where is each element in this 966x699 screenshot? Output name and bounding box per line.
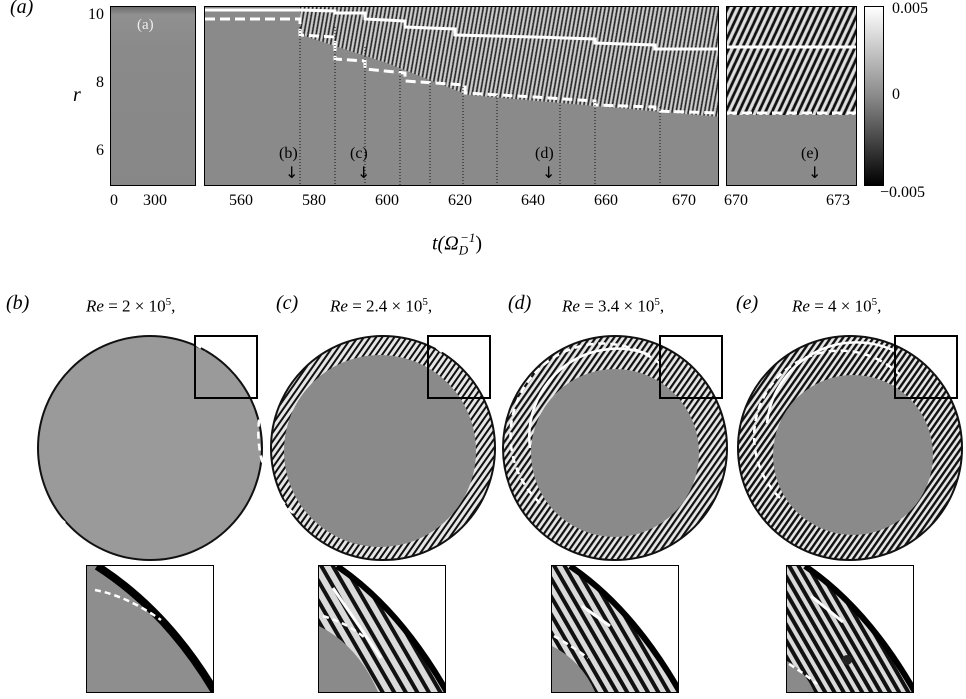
panel-b-inset: [86, 565, 214, 693]
x-tick-0: 0: [110, 192, 118, 209]
panel-c-re: Re = 2.4 × 105,: [330, 296, 433, 316]
marker-d-arrow: ↓: [542, 163, 556, 182]
panel-c-label: (c): [276, 292, 299, 314]
panel-a-right-plot: (e) ↓: [726, 6, 857, 186]
colorbar-tick-max: 0.005: [892, 0, 928, 17]
panel-d-inset: [551, 565, 679, 693]
marker-c-arrow: ↓: [357, 163, 371, 182]
x-tick-670a: 670: [672, 192, 696, 209]
panel-b-label: (b): [6, 292, 30, 314]
wave-region-right: [727, 7, 856, 115]
marker-b: (b): [279, 145, 298, 162]
marker-e-arrow: ↓: [808, 163, 822, 182]
x-tick-673: 673: [826, 192, 850, 209]
front-lines-right: [727, 45, 856, 115]
x-tick-300: 300: [143, 192, 167, 209]
x-tick-670b: 670: [724, 192, 748, 209]
inner-front-line: [205, 17, 718, 115]
panel-a-middle-plot: (b) ↓ (c) ↓ (d) ↓: [204, 6, 719, 186]
marker-e: (e): [801, 145, 819, 162]
marker-c: (c): [350, 145, 368, 162]
panel-e-disk: [737, 335, 963, 561]
y-tick-8: 8: [96, 74, 104, 91]
panel-e-label: (e): [736, 292, 759, 314]
y-axis-label: r: [73, 84, 81, 106]
panel-d-label: (d): [508, 292, 532, 314]
colorbar: [864, 6, 884, 186]
x-tick-580: 580: [302, 192, 326, 209]
panel-d-re: Re = 3.4 × 105,: [562, 296, 665, 316]
colorbar-tick-min: −0.005: [880, 184, 926, 201]
panel-c-inset: [318, 565, 446, 693]
panel-a-left-plot: (a): [110, 6, 196, 186]
panel-a-label: (a): [10, 0, 34, 18]
panel-d-disk: [502, 335, 728, 561]
front-lines: [205, 8, 718, 185]
marker-d: (d): [535, 145, 554, 162]
panel-c-disk: [257, 322, 496, 561]
panel-b-disk: [22, 324, 263, 561]
panel-e-inset: [786, 565, 914, 693]
x-tick-600: 600: [375, 192, 399, 209]
panel-b-re: Re = 2 × 105,: [86, 296, 176, 316]
x-tick-620: 620: [448, 192, 472, 209]
x-axis-label: t(ΩD−1): [432, 230, 483, 258]
x-tick-640: 640: [521, 192, 545, 209]
x-tick-660: 660: [594, 192, 618, 209]
colorbar-tick-zero: 0: [892, 86, 900, 103]
outer-front-line: [205, 8, 718, 51]
x-tick-560: 560: [229, 192, 253, 209]
panel-a-inner-label: (a): [137, 17, 154, 33]
panel-e-re: Re = 4 × 105,: [792, 296, 882, 316]
marker-b-arrow: ↓: [285, 163, 299, 182]
y-tick-10: 10: [88, 6, 104, 23]
y-tick-6: 6: [96, 142, 104, 159]
